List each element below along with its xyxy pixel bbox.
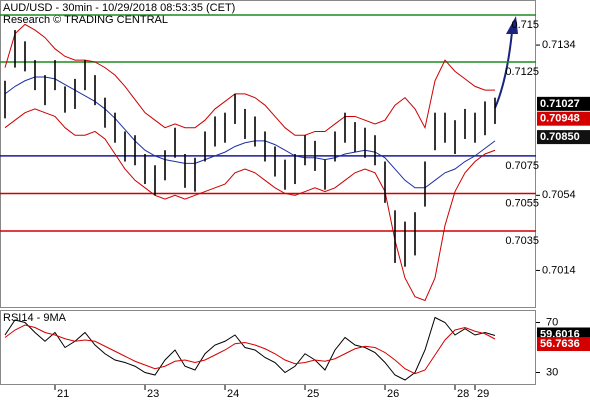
x-tick-label: 24: [227, 388, 239, 400]
forecast-arrow: [494, 31, 513, 109]
y-tick-label: 0.7134: [542, 39, 576, 51]
price-panel: [0, 0, 536, 308]
rsi-panel: [0, 310, 536, 385]
price-label: 0.71027: [540, 98, 580, 110]
price-label: 0.70948: [540, 113, 580, 125]
x-tick-label: 23: [147, 388, 159, 400]
x-tick-label: 21: [57, 388, 69, 400]
price-label-box: [537, 111, 590, 126]
level-label: 0.715: [511, 19, 539, 31]
rsi-label-box: [537, 337, 590, 352]
rsi-label: 56.7636: [540, 338, 580, 350]
x-tick-label: 29: [477, 388, 489, 400]
x-tick-label: 26: [387, 388, 399, 400]
band-line: [4, 108, 496, 302]
level-label: 0.7075: [505, 160, 539, 172]
arrow-head: [506, 16, 518, 34]
price-label: 0.70850: [540, 131, 580, 143]
rsi-tick-label: 30: [546, 366, 558, 378]
price-label-box: [537, 96, 590, 111]
rsi-line: [4, 324, 496, 375]
band-line: [4, 76, 496, 189]
level-label: 0.7055: [505, 197, 539, 209]
rsi-line: [4, 316, 496, 381]
chart-title: AUD/USD - 30min - 10/29/2018 08:53:35 (C…: [3, 2, 235, 14]
x-tick-label: 25: [307, 388, 319, 400]
y-tick-label: 0.7014: [542, 264, 576, 276]
price-label-box: [537, 130, 590, 145]
level-label: 0.7125: [505, 66, 539, 78]
level-label: 0.7035: [505, 235, 539, 247]
chart-subtitle: Research © TRADING CENTRAL: [3, 14, 168, 26]
x-tick-label: 28: [457, 388, 469, 400]
band-line: [4, 23, 495, 136]
rsi-title: RSI14 - 9MA: [3, 312, 67, 324]
y-tick-label: 0.7054: [542, 189, 576, 201]
rsi-tick-label: 70: [546, 316, 558, 328]
